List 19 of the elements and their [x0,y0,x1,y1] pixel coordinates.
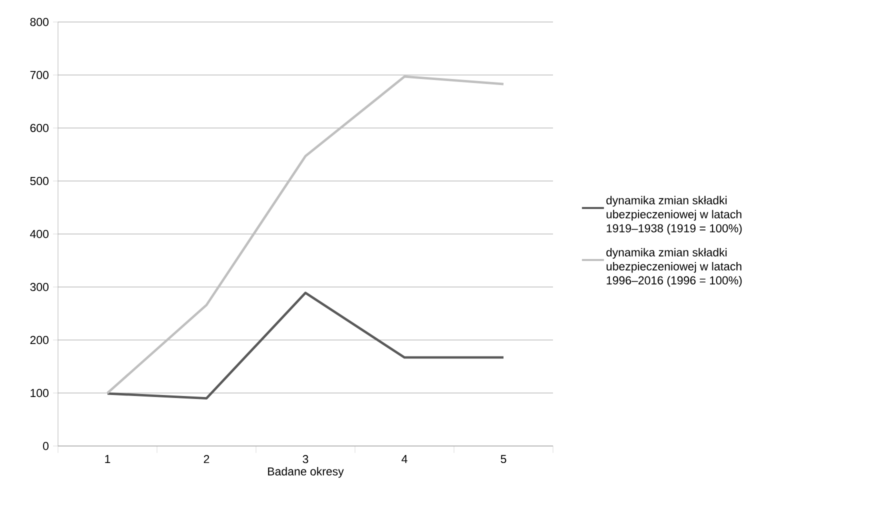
x-tick-label: 1 [105,455,110,463]
line-series [106,75,505,394]
line-series [106,292,505,400]
y-tick-label: 0 [43,442,49,450]
x-tick-label: 4 [402,455,408,463]
y-tick-label: 300 [30,282,49,292]
x-axis-title: Badane okresy [268,467,344,478]
y-tick-label: 200 [30,336,49,344]
y-tick-label: 500 [30,176,49,186]
legend-label: dynamika zmian składki ubezpieczeniowej w latach 1919–1938 (1919 = 100%) [606,196,742,235]
y-tick-label: 600 [30,124,49,132]
y-tick-label: 400 [30,230,49,238]
y-tick-label: 100 [30,388,49,398]
x-tick-label: 2 [204,455,210,464]
y-tick-label: 700 [30,70,49,80]
x-tick-label: 3 [302,455,308,464]
legend-label: dynamika zmian składki ubezpieczeniowej w latach 1996–2016 (1996 = 100%) [606,248,742,287]
x-tick-label: 5 [500,455,506,464]
y-tick-label: 800 [30,18,49,26]
